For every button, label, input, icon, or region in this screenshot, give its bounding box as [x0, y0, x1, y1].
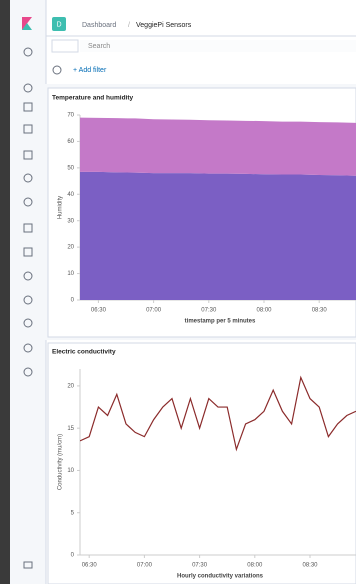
query-menu[interactable] — [51, 39, 79, 53]
x-tick-label: 07:30 — [192, 563, 208, 569]
line — [80, 375, 356, 452]
plot-area — [80, 117, 356, 300]
x-tick-label: 07:00 — [146, 308, 162, 314]
y-tick-label: 20 — [67, 245, 74, 251]
nav-icon[interactable] — [23, 150, 33, 160]
nav-icon[interactable] — [23, 47, 33, 57]
panel-title: Electric conductivity — [52, 349, 116, 356]
collapse-icon[interactable] — [23, 561, 33, 569]
logo-part — [22, 23, 32, 30]
search-placeholder: Search — [88, 43, 110, 50]
x-tick-label: 08:30 — [302, 563, 318, 569]
nav-icon[interactable] — [23, 343, 33, 353]
nav-icon[interactable] — [23, 295, 33, 305]
x-tick-label: 07:00 — [137, 563, 153, 569]
y-tick-label: 50 — [67, 165, 74, 171]
x-tick-label: 08:00 — [247, 563, 263, 569]
photo-edge — [0, 0, 10, 584]
y-tick-label: 20 — [67, 383, 74, 389]
badge-text: D — [56, 21, 61, 28]
x-axis-label: Hourly conductivity variations — [177, 574, 264, 580]
nav-icon[interactable] — [23, 367, 33, 377]
y-tick-label: 0 — [71, 298, 75, 304]
y-tick-label: 40 — [67, 192, 74, 198]
breadcrumb: VeggiePi Sensors — [136, 22, 192, 29]
chart: Temperature and humidity 0 10 20 30 40 50 60 70 0… — [52, 95, 356, 325]
breadcrumb-separator: / — [128, 22, 130, 29]
y-tick-label: 10 — [67, 271, 74, 277]
nav-icon[interactable] — [23, 318, 33, 328]
plot-area — [80, 375, 356, 452]
nav-icon[interactable] — [23, 83, 33, 93]
space-badge[interactable] — [52, 17, 66, 31]
x-tick-label: 08:00 — [256, 308, 272, 314]
nav-icon[interactable] — [23, 102, 33, 112]
y-tick-label: 5 — [71, 510, 75, 516]
x-axis-label: timestamp per 5 minutes — [185, 319, 256, 325]
chart: Electric conductivity 0 5 10 15 20 06:30 07:00 0… — [52, 349, 356, 580]
y-tick-label: 60 — [67, 139, 74, 145]
panel-title: Temperature and humidity — [52, 95, 134, 102]
x-tick-label: 07:30 — [201, 308, 217, 314]
y-tick-label: 15 — [67, 426, 74, 432]
y-tick-label: 0 — [71, 553, 75, 559]
search-input[interactable] — [80, 40, 356, 52]
area — [80, 117, 356, 176]
nav-icon[interactable] — [23, 173, 33, 183]
x-tick-label: 08:30 — [312, 308, 328, 314]
y-tick-label: 10 — [67, 468, 74, 474]
nav-icon[interactable] — [23, 247, 33, 257]
y-tick-label: 70 — [67, 113, 74, 119]
panel — [47, 342, 356, 584]
area — [80, 171, 356, 300]
add-filter[interactable]: + Add filter — [73, 67, 107, 74]
y-axis-label: Humidity — [58, 196, 64, 219]
nav-icon[interactable] — [23, 124, 33, 134]
breadcrumb[interactable]: Dashboard — [82, 22, 116, 29]
nav-icon[interactable] — [23, 197, 33, 207]
x-tick-label: 06:30 — [82, 563, 98, 569]
nav-icon[interactable] — [23, 223, 33, 233]
x-tick-label: 06:30 — [91, 308, 107, 314]
y-axis-label: Conductivity (mu/cm) — [58, 434, 64, 490]
nav-icon[interactable] — [23, 271, 33, 281]
y-tick-label: 30 — [67, 218, 74, 224]
filter-icon[interactable] — [52, 65, 62, 75]
